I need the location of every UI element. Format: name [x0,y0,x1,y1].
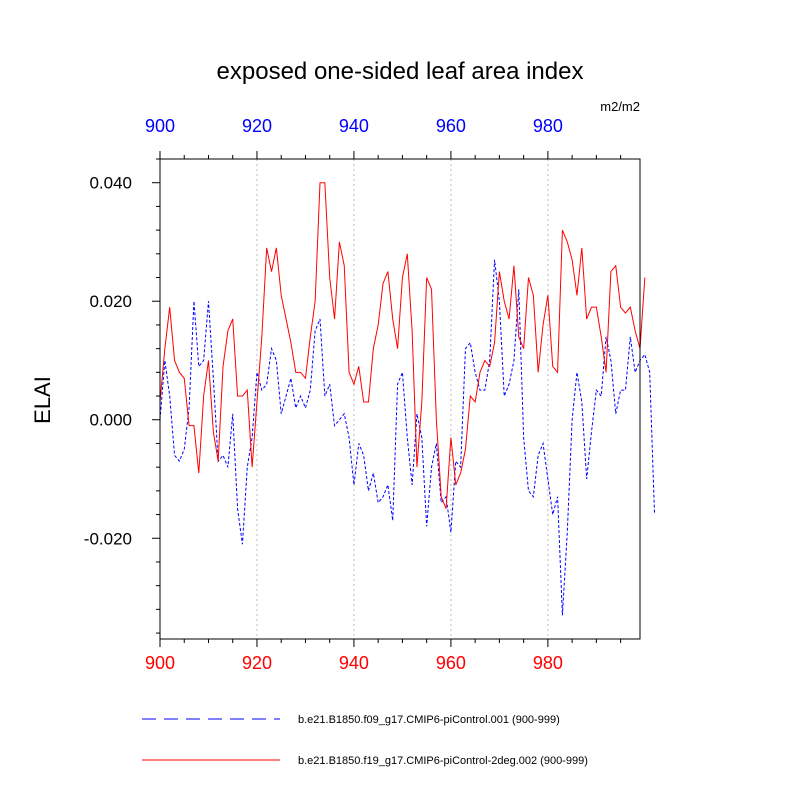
chart-title: exposed one-sided leaf area index [217,58,584,85]
y-axis-label: ELAI [30,376,55,424]
y-tick-label: 0.040 [89,174,132,193]
x-tick-label-bottom: 960 [436,653,466,673]
y-tick-label: 0.020 [89,292,132,311]
x-tick-label-bottom: 900 [145,653,175,673]
x-tick-label-top: 900 [145,116,175,136]
x-tick-label-top: 940 [339,116,369,136]
legend-label-2: b.e21.B1850.f19_g17.CMIP6-piControl-2deg… [298,755,588,767]
axes [159,158,641,640]
x-tick-label-bottom: 920 [242,653,272,673]
x-tick-label-top: 960 [436,116,466,136]
series-line-2 [159,182,646,509]
legend: b.e21.B1850.f09_g17.CMIP6-piControl.001 … [142,714,588,767]
x-tick-label-top: 980 [533,116,563,136]
y-tick-label: 0.000 [89,411,132,430]
series-line-1 [159,259,656,616]
plot-lines [159,182,656,616]
legend-label-1: b.e21.B1850.f09_g17.CMIP6-piControl.001 … [298,714,560,726]
x-tick-label-bottom: 940 [339,653,369,673]
ticks: 900 900 920 920 940 940 960 960 980 980 0.040 0.020… [84,116,622,673]
grid [256,159,549,639]
plot-frame [159,158,641,640]
x-tick-label-top: 920 [242,116,272,136]
units-label: m2/m2 [600,99,640,114]
y-tick-label: -0.020 [84,529,132,548]
x-tick-label-bottom: 980 [533,653,563,673]
